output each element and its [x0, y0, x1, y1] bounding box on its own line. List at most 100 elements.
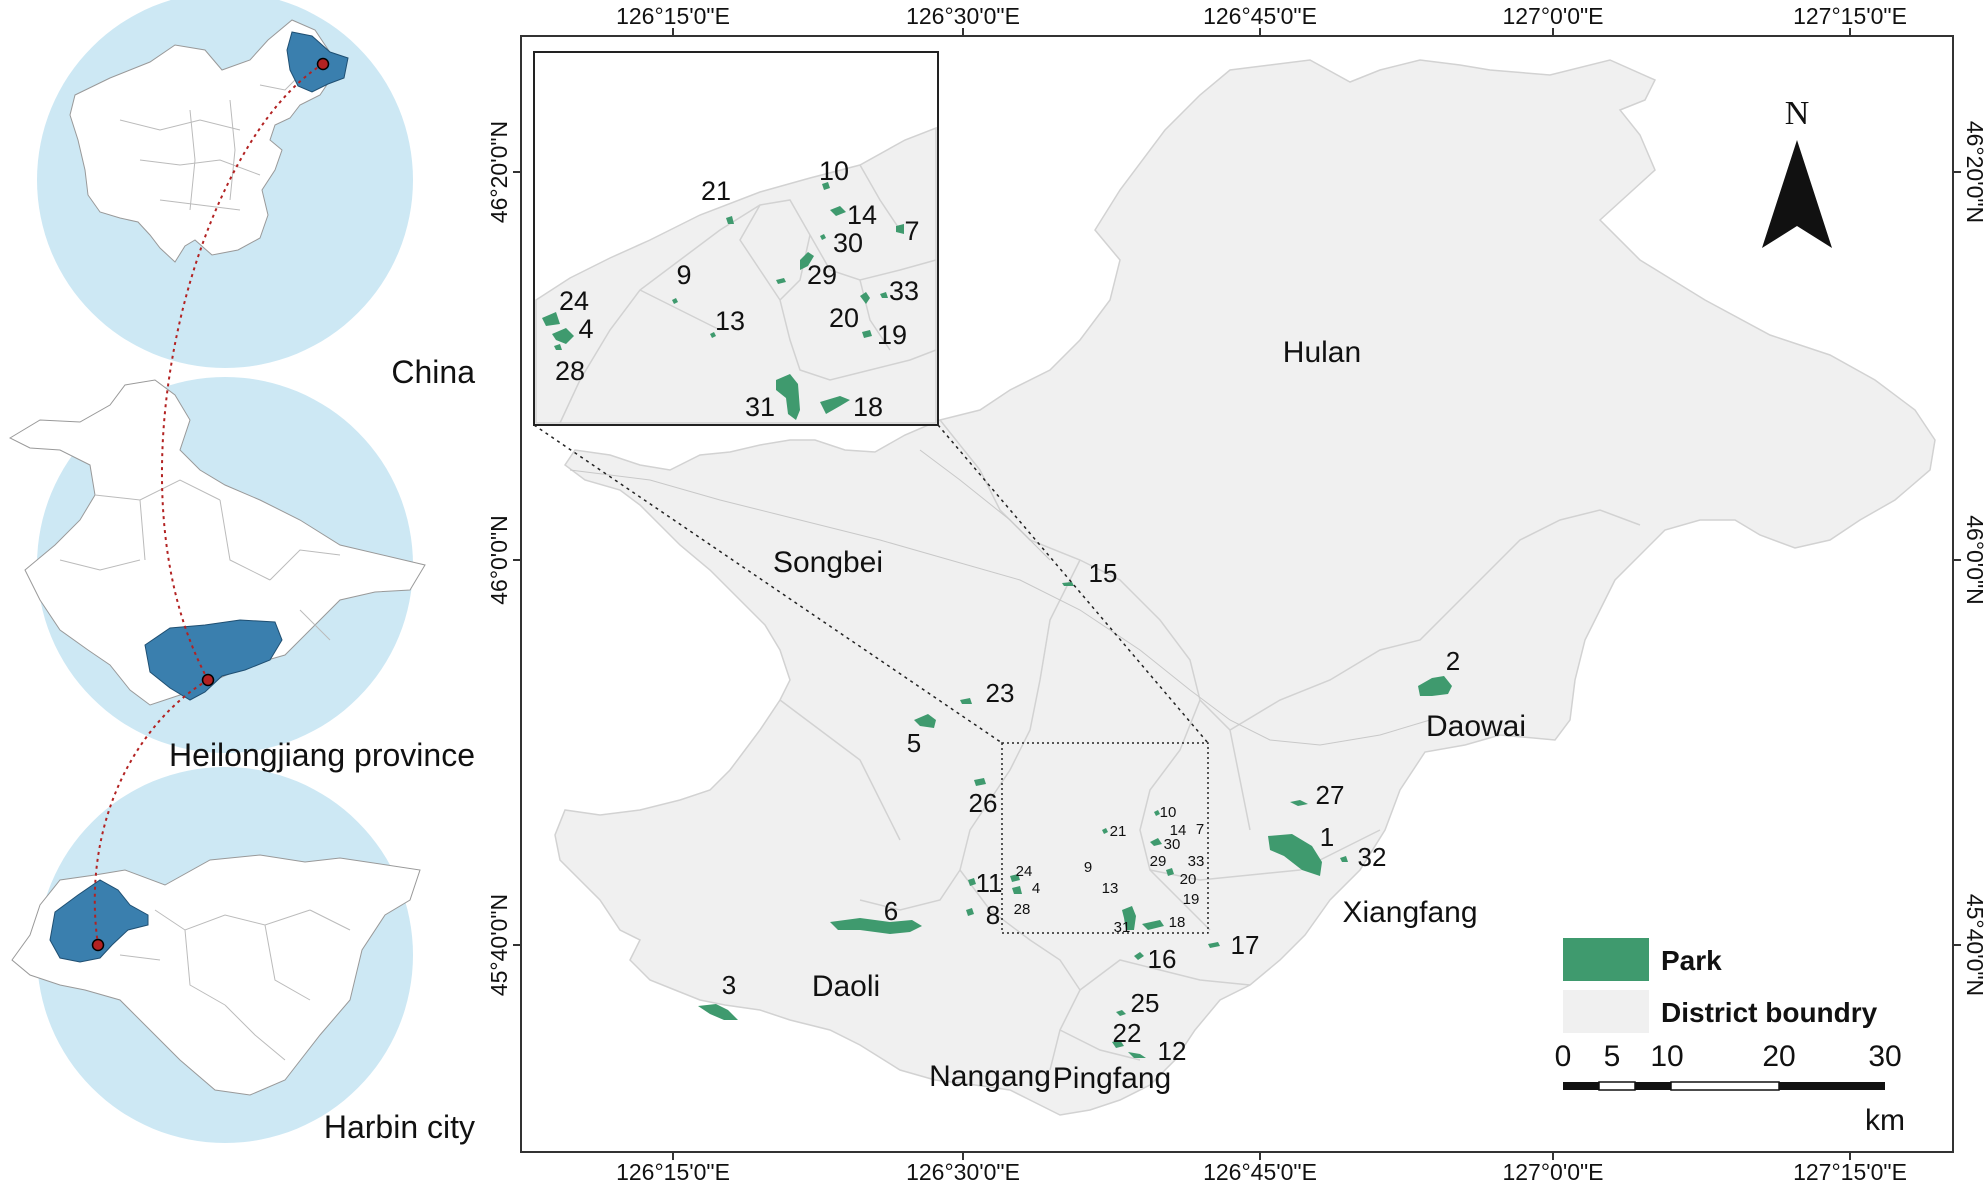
park-shape-5	[914, 714, 936, 728]
park-shape-27	[1290, 800, 1308, 806]
scale-unit: km	[1865, 1104, 1905, 1137]
park-label-small-20: 20	[1180, 871, 1197, 888]
scale-tick-20: 20	[1762, 1040, 1795, 1073]
china-label: China	[391, 354, 475, 390]
main-map: N Park District boundry 0 5 10 20 30 km 126°…	[486, 3, 1984, 1185]
scale-tick-30: 30	[1868, 1040, 1901, 1073]
park-label-6: 6	[884, 896, 898, 926]
park-label-3: 3	[722, 970, 736, 1000]
zoom-box	[1001, 742, 1209, 934]
park-label-small-9: 9	[1084, 859, 1092, 876]
park-label-small-21: 21	[1110, 823, 1127, 840]
park-shape-22	[1112, 1040, 1124, 1048]
park-label-small-18: 18	[1169, 914, 1186, 931]
lat-label-left: 46°0'0"N	[486, 515, 512, 605]
inset-park-label-28: 28	[555, 356, 585, 386]
legend: Park District boundry	[1563, 938, 1878, 1033]
park-label-25: 25	[1131, 988, 1160, 1018]
inset-park-label-29: 29	[807, 260, 837, 290]
district-label-daoli: Daoli	[812, 970, 880, 1003]
park-label-small-13: 13	[1102, 880, 1119, 897]
heilongjiang-harbin-highlight	[144, 619, 283, 701]
inset-park-label-33: 33	[889, 276, 919, 306]
park-shape-25	[1116, 1010, 1126, 1016]
park-label-small-10: 10	[1160, 804, 1177, 821]
lat-label-left: 45°40'0"N	[486, 894, 512, 996]
district-label-xiangfang: Xiangfang	[1342, 896, 1477, 929]
park-label-12: 12	[1158, 1036, 1187, 1066]
china-outline	[69, 19, 336, 263]
park-label-17: 17	[1231, 930, 1260, 960]
inset-park-label-13: 13	[715, 306, 745, 336]
park-label-small-24: 24	[1016, 863, 1033, 880]
legend-boundary-label: District boundry	[1661, 997, 1878, 1028]
park-label-11: 11	[976, 868, 1003, 898]
scale-tick-10: 10	[1650, 1040, 1683, 1073]
park-shape-16	[1134, 952, 1144, 960]
north-arrow: N	[1762, 95, 1832, 248]
lon-label-top: 127°15'0"E	[1793, 3, 1907, 29]
lon-label-bottom: 127°0'0"E	[1502, 1159, 1603, 1185]
harbin-urban-highlight	[49, 879, 149, 963]
lon-label-top: 126°30'0"E	[906, 3, 1020, 29]
connector-china-heilongjiang	[160, 63, 324, 681]
inset-park-label-31: 31	[745, 392, 775, 422]
park-shape-17	[1208, 942, 1220, 948]
park-shape-11	[968, 878, 976, 886]
park-label-22: 22	[1113, 1018, 1142, 1048]
frame-ticks	[513, 28, 1961, 1160]
park-label-small-19: 19	[1183, 891, 1200, 908]
scale-tick-0: 0	[1555, 1040, 1572, 1073]
district-label-hulan: Hulan	[1283, 336, 1361, 369]
district-region	[554, 59, 1936, 1116]
lon-label-top: 126°45'0"E	[1203, 3, 1317, 29]
park-label-1: 1	[1320, 822, 1334, 852]
park-shape-1	[1268, 834, 1322, 876]
park-label-small-4: 4	[1032, 880, 1040, 897]
inset-parks	[542, 182, 904, 420]
inset-region	[535, 126, 937, 424]
inset-park-label-4: 4	[578, 314, 593, 344]
park-label-26: 26	[969, 788, 998, 818]
park-label-small-31: 31	[1114, 919, 1131, 936]
park-shape-2	[1418, 676, 1452, 696]
district-label-pingfang: Pingfang	[1053, 1062, 1171, 1095]
scale-tick-5: 5	[1604, 1040, 1621, 1073]
inset-park-label-7: 7	[904, 216, 919, 246]
scale-bar: 0 5 10 20 30 km	[1555, 1040, 1905, 1137]
lat-label-right: 45°40'0"N	[1962, 894, 1984, 996]
harbin-internal-borders	[119, 909, 351, 1061]
legend-park-swatch	[1563, 938, 1649, 981]
lat-label-right: 46°20'0"N	[1962, 121, 1984, 223]
north-label: N	[1785, 95, 1810, 132]
park-label-8: 8	[986, 900, 1000, 930]
park-label-small-7: 7	[1196, 821, 1204, 838]
park-shape-3	[698, 1004, 738, 1020]
park-label-small-33: 33	[1188, 853, 1205, 870]
park-label-2: 2	[1446, 646, 1460, 676]
lon-label-top: 126°15'0"E	[616, 3, 730, 29]
park-label-15: 15	[1089, 558, 1118, 588]
zoom-line-left	[533, 424, 1003, 744]
park-label-small-30: 30	[1164, 836, 1181, 853]
park-shape-26	[974, 778, 986, 786]
district-label-daowai: Daowai	[1426, 710, 1526, 743]
legend-park-label: Park	[1661, 945, 1722, 976]
park-label-small-14: 14	[1170, 822, 1187, 839]
connector-heilongjiang-harbin	[93, 679, 209, 946]
inset-park-label-24: 24	[559, 286, 589, 316]
lat-label-left: 46°20'0"N	[486, 121, 512, 223]
park-label-32: 32	[1358, 842, 1387, 872]
lon-label-bottom: 127°15'0"E	[1793, 1159, 1907, 1185]
lat-label-right: 46°0'0"N	[1962, 515, 1984, 605]
inset-park-label-20: 20	[829, 303, 859, 333]
locator-panel: China Heilongjiang province Harbin c	[8, 0, 475, 1145]
harbin-label: Harbin city	[324, 1109, 475, 1145]
inset-park-label-14: 14	[847, 200, 877, 230]
park-shape-12	[1128, 1052, 1146, 1058]
park-label-16: 16	[1148, 944, 1177, 974]
park-shape-15	[1062, 582, 1074, 586]
inset-park-label-9: 9	[676, 260, 691, 290]
